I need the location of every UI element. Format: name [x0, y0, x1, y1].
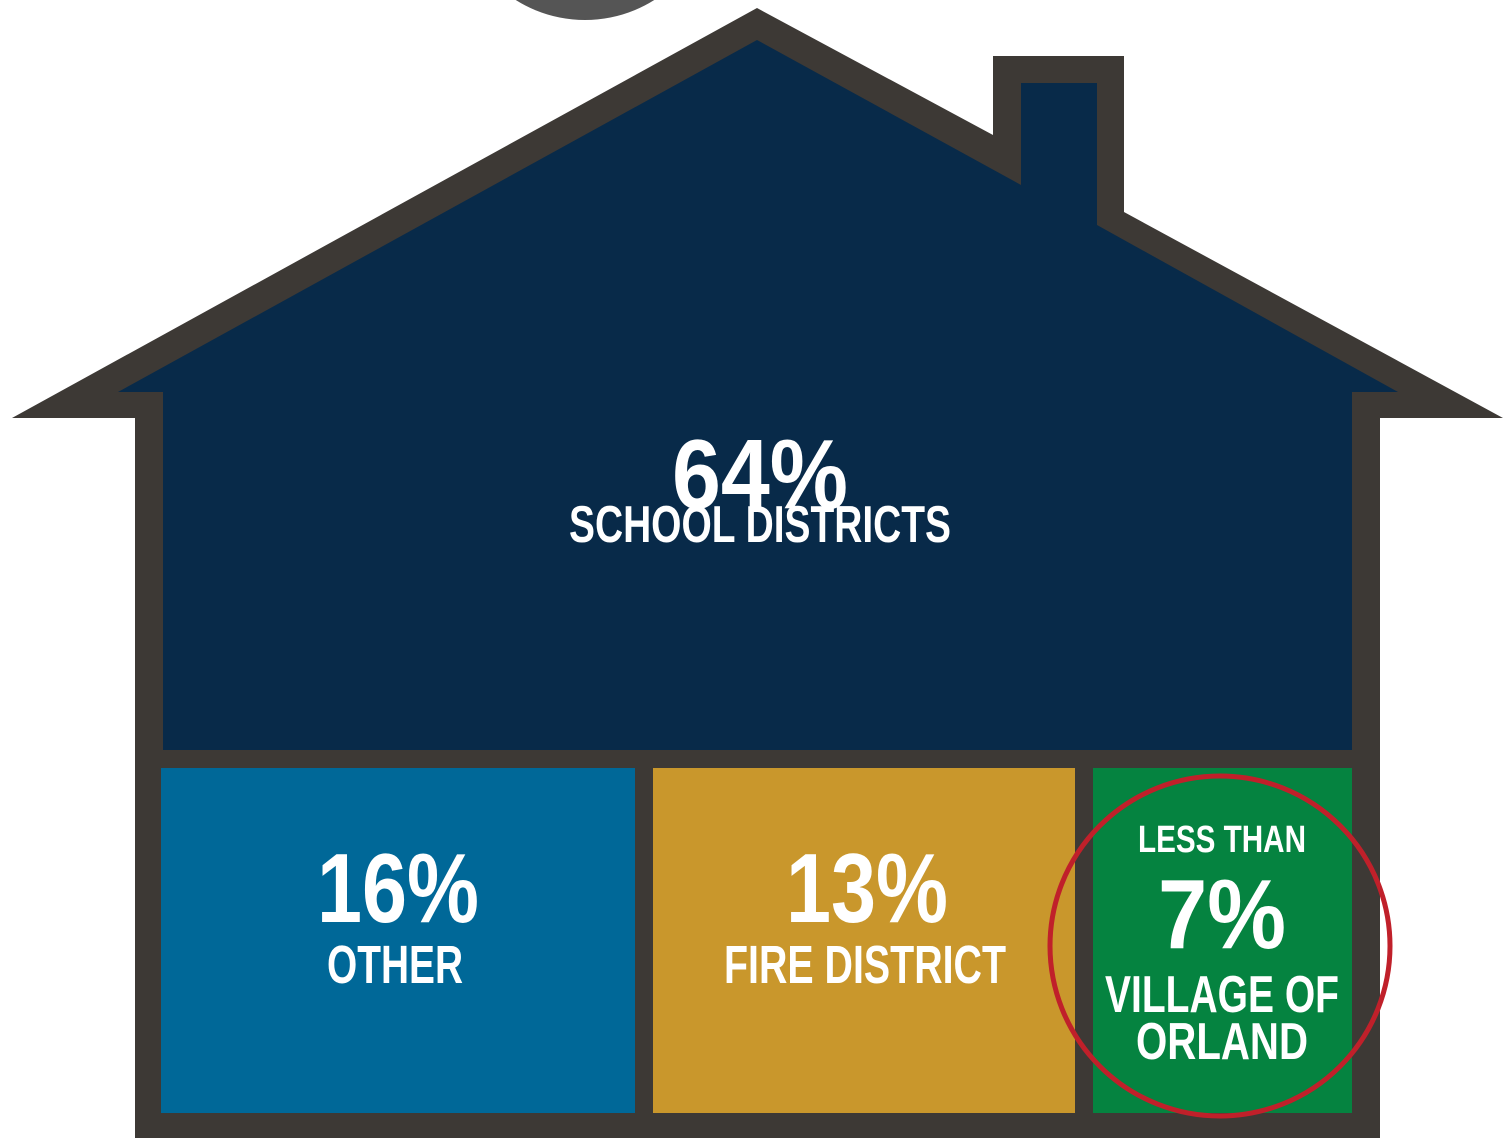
village-value: 7%: [1158, 859, 1286, 969]
fire-box: [653, 768, 1075, 1113]
other-value: 16%: [317, 833, 479, 943]
roof-section: [118, 40, 1398, 750]
decor-circle: [515, 0, 655, 20]
other-box: [161, 768, 635, 1113]
village-label-line: ORLAND: [1136, 1013, 1308, 1071]
fire-value: 13%: [786, 833, 948, 943]
highlight-circle: [1047, 773, 1393, 1119]
village-box: [1093, 768, 1352, 1113]
village-prefix: LESS THAN: [1138, 819, 1306, 861]
school-label: SCHOOL DISTRICTS: [569, 496, 951, 554]
school-value: 64%: [672, 419, 848, 529]
fire-label: FIRE DISTRICT: [724, 935, 1006, 995]
other-label: OTHER: [327, 935, 463, 995]
village-label-line: VILLAGE OF: [1105, 966, 1339, 1024]
